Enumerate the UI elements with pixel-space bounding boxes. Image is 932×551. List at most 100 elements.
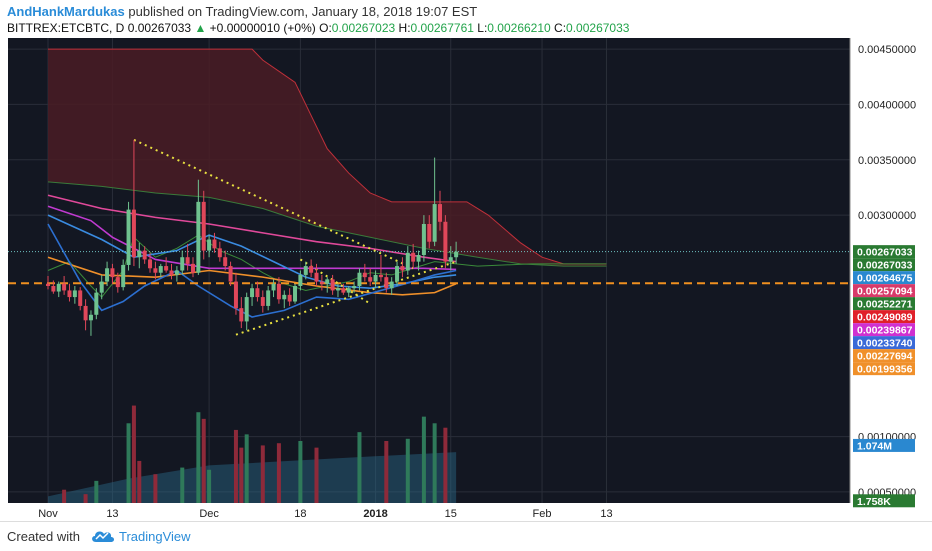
- candle[interactable]: [233, 281, 238, 309]
- volume-bar: [276, 443, 281, 503]
- candle[interactable]: [148, 259, 153, 269]
- candle[interactable]: [378, 274, 383, 278]
- candle[interactable]: [303, 266, 308, 275]
- candle[interactable]: [142, 250, 147, 260]
- candle[interactable]: [255, 288, 260, 298]
- candle[interactable]: [174, 270, 179, 275]
- candle[interactable]: [67, 290, 72, 298]
- candle[interactable]: [239, 308, 244, 322]
- close-label: C:: [554, 21, 567, 35]
- candle[interactable]: [207, 239, 212, 251]
- candle[interactable]: [56, 283, 61, 292]
- candle[interactable]: [196, 201, 201, 273]
- tradingview-brand[interactable]: TradingView: [119, 529, 191, 544]
- candle[interactable]: [293, 286, 298, 302]
- candle[interactable]: [319, 281, 324, 284]
- x-tick-label: Feb: [533, 508, 552, 520]
- volume-bar: [405, 438, 410, 503]
- candle[interactable]: [362, 272, 367, 278]
- x-tick-label: Dec: [199, 508, 219, 520]
- candle[interactable]: [72, 290, 77, 298]
- volume-bar: [314, 447, 319, 503]
- candle[interactable]: [180, 257, 185, 271]
- candle[interactable]: [62, 283, 67, 291]
- price-label-box: [853, 245, 915, 259]
- volume-bar: [384, 441, 389, 503]
- x-tick-label: 15: [445, 508, 457, 520]
- candle[interactable]: [443, 221, 448, 262]
- candle[interactable]: [282, 294, 287, 300]
- candle[interactable]: [99, 281, 104, 293]
- candle[interactable]: [395, 266, 400, 282]
- candle[interactable]: [223, 257, 228, 267]
- candle[interactable]: [250, 288, 255, 298]
- candle[interactable]: [373, 274, 378, 282]
- candle[interactable]: [432, 204, 437, 242]
- candle[interactable]: [190, 263, 195, 273]
- candle[interactable]: [88, 314, 93, 321]
- candle[interactable]: [228, 266, 233, 282]
- candle[interactable]: [121, 264, 126, 288]
- candle[interactable]: [411, 252, 416, 262]
- candle[interactable]: [185, 257, 190, 264]
- candle[interactable]: [309, 266, 314, 273]
- trendline[interactable]: [235, 260, 457, 336]
- candle[interactable]: [169, 270, 174, 275]
- candle[interactable]: [51, 286, 56, 292]
- candle[interactable]: [94, 292, 99, 315]
- candle[interactable]: [314, 272, 319, 282]
- candle[interactable]: [131, 209, 136, 258]
- candle[interactable]: [158, 266, 163, 273]
- volume-bar: [94, 480, 99, 503]
- candle[interactable]: [276, 283, 281, 300]
- candle[interactable]: [260, 297, 265, 306]
- candle[interactable]: [83, 305, 88, 321]
- candle[interactable]: [115, 277, 120, 288]
- candle[interactable]: [217, 248, 222, 258]
- candle[interactable]: [46, 283, 50, 286]
- candle[interactable]: [78, 290, 83, 306]
- candle[interactable]: [126, 209, 131, 265]
- indicator-line-ma_orange: [47, 256, 457, 296]
- arrow-up-icon: ▲: [194, 21, 207, 35]
- open-label: O:: [319, 21, 332, 35]
- author-link[interactable]: AndHankMardukas: [7, 4, 125, 19]
- candle[interactable]: [400, 266, 405, 271]
- candle[interactable]: [153, 268, 158, 273]
- candle[interactable]: [287, 294, 292, 302]
- volume-bar: [421, 416, 426, 503]
- candle[interactable]: [341, 288, 346, 293]
- candle[interactable]: [110, 268, 115, 278]
- candle[interactable]: [244, 297, 249, 322]
- candle[interactable]: [454, 251, 459, 258]
- candle[interactable]: [325, 279, 330, 284]
- candle[interactable]: [266, 290, 271, 306]
- candle[interactable]: [330, 279, 335, 291]
- candle[interactable]: [212, 239, 217, 249]
- candle[interactable]: [448, 257, 453, 262]
- candle[interactable]: [384, 277, 389, 289]
- candle[interactable]: [352, 286, 357, 289]
- candle[interactable]: [421, 224, 426, 255]
- candle[interactable]: [298, 274, 303, 286]
- candle[interactable]: [405, 252, 410, 271]
- volume-bar: [137, 460, 142, 503]
- candle[interactable]: [416, 255, 421, 262]
- low-value: 0.00266210: [487, 21, 551, 35]
- candle[interactable]: [438, 204, 443, 222]
- candle[interactable]: [164, 266, 169, 271]
- candle[interactable]: [335, 288, 340, 291]
- candle[interactable]: [357, 272, 362, 286]
- volume-bar: [239, 447, 244, 503]
- candle[interactable]: [201, 201, 206, 251]
- candle[interactable]: [346, 288, 351, 293]
- candle[interactable]: [137, 250, 142, 258]
- price-label-box: [853, 258, 915, 272]
- candle[interactable]: [427, 224, 432, 242]
- close-value: 0.00267033: [566, 21, 630, 35]
- candle[interactable]: [105, 268, 110, 282]
- candle[interactable]: [368, 277, 373, 282]
- candle[interactable]: [389, 281, 394, 289]
- candle[interactable]: [271, 283, 276, 291]
- price-chart[interactable]: 0.00450000 0.00400000 0.00350000 0.00300000…: [0, 38, 932, 521]
